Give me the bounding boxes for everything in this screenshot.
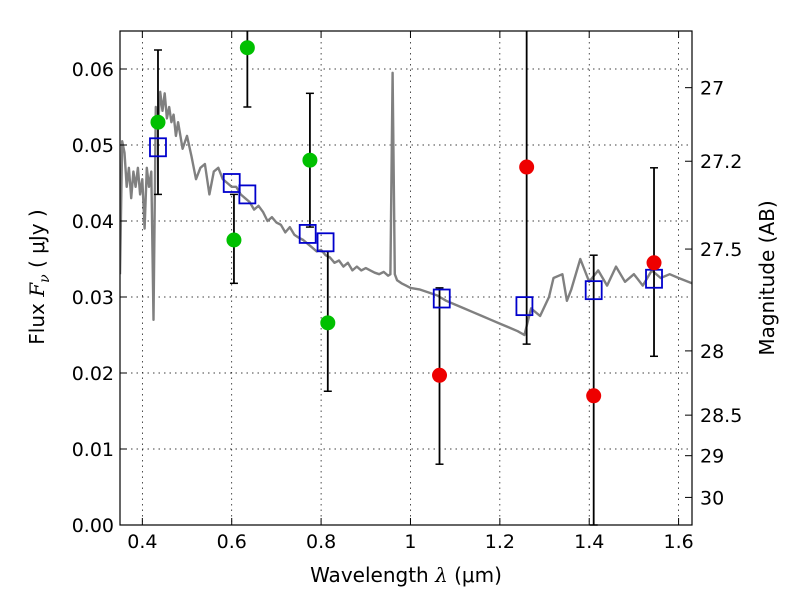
x-tick-label: 0.4 xyxy=(127,531,157,553)
plot-frame xyxy=(119,30,693,526)
x-axis-title: Wavelength λ (μm) xyxy=(310,563,502,587)
axis-ticks: 0.4 0.6 0.8 1 1.2 1.4 1.6 0.00 0.01 0.02 0.03 0.04 0… xyxy=(72,31,742,553)
non-detection-point xyxy=(432,367,448,383)
model-band-flux-marker xyxy=(149,137,167,158)
x-tick-label: 0.6 xyxy=(217,531,247,553)
non-detection-point xyxy=(586,388,602,404)
right-axis-title: Magnitude (AB) xyxy=(755,200,779,355)
y-tick-label: 0.05 xyxy=(72,135,114,157)
mag-tick-label: 27.2 xyxy=(700,151,742,173)
detection-point xyxy=(150,114,166,130)
y-tick-label: 0.03 xyxy=(72,287,114,309)
mag-tick-label: 27.5 xyxy=(700,239,742,261)
data-markers xyxy=(149,40,663,404)
detection-point xyxy=(226,232,242,248)
x-tick-label: 0.8 xyxy=(306,531,336,553)
y-tick-label: 0.01 xyxy=(72,439,114,461)
x-tick-label: 1.6 xyxy=(663,531,693,553)
mag-tick-label: 30 xyxy=(700,487,724,509)
model-band-flux-marker xyxy=(238,184,257,205)
model-band-flux-marker xyxy=(222,173,241,193)
y-tick-label: 0.04 xyxy=(72,211,114,233)
mag-tick-label: 27 xyxy=(700,78,724,100)
y-tick-label: 0.06 xyxy=(72,59,114,81)
model-band-flux-marker xyxy=(316,232,335,253)
y-axis-title: Flux Fν ( μJy ) xyxy=(25,209,53,344)
x-tick-label: 1.4 xyxy=(574,531,604,553)
model-band-flux-marker xyxy=(515,296,534,317)
y-tick-label: 0.02 xyxy=(72,363,114,385)
detection-point xyxy=(239,40,255,56)
x-tick-label: 1 xyxy=(404,531,416,553)
mag-tick-label: 28.5 xyxy=(700,405,742,427)
x-tick-label: 1.2 xyxy=(485,531,515,553)
detection-point xyxy=(302,152,318,168)
mag-tick-label: 28 xyxy=(700,341,724,363)
non-detection-point xyxy=(519,159,535,175)
model-band-flux-marker xyxy=(298,224,317,244)
model-band-flux-marker xyxy=(432,288,451,309)
mag-tick-label: 29 xyxy=(700,446,724,468)
detection-point xyxy=(320,315,336,331)
model-band-flux-marker xyxy=(584,280,603,301)
non-detection-point xyxy=(646,255,662,271)
y-tick-label: 0.00 xyxy=(72,515,114,537)
